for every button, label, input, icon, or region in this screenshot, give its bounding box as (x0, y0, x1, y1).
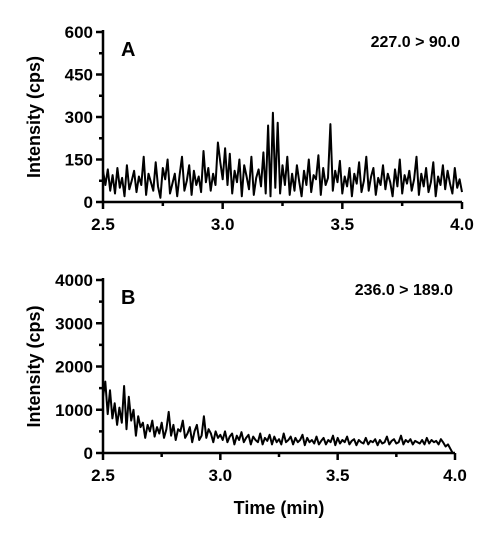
panel-a: 0 150 300 450 600 2.5 3.0 3.5 4.0 Intensity (cps)… (24, 23, 474, 234)
y-tick-label: 450 (65, 66, 93, 85)
transition-annotation: 236.0 > 189.0 (355, 282, 453, 299)
x-tick-label: 4.0 (443, 466, 467, 485)
y-tick-label: 4000 (55, 271, 93, 290)
y-tick-label: 300 (65, 108, 93, 127)
panel-b: 0 1000 2000 3000 4000 2.5 3.0 3.5 4.0 Intensity (… (24, 271, 467, 518)
panel-label: B (121, 287, 135, 309)
y-tick-label: 150 (65, 151, 93, 170)
y-axis-title: Intensity (cps) (24, 56, 44, 178)
y-tick-label: 0 (84, 444, 93, 463)
y-tick-label: 2000 (55, 358, 93, 377)
panel-label: A (121, 39, 135, 61)
transition-annotation: 227.0 > 90.0 (371, 34, 461, 51)
x-tick-label: 3.5 (326, 466, 350, 485)
x-tick-label: 3.0 (211, 215, 235, 234)
y-tick-label: 3000 (55, 314, 93, 333)
y-tick-label: 1000 (55, 401, 93, 420)
x-tick-label: 2.5 (91, 466, 115, 485)
x-tick-label: 3.0 (209, 466, 233, 485)
x-axis-title: Time (min) (234, 498, 325, 518)
x-tick-label: 4.0 (450, 215, 474, 234)
x-tick-label: 3.5 (331, 215, 355, 234)
intensity-series-line (102, 380, 454, 454)
x-tick-label: 2.5 (91, 215, 115, 234)
intensity-series-line (102, 111, 463, 199)
y-tick-label: 0 (84, 193, 93, 212)
y-axis-title: Intensity (cps) (24, 305, 44, 427)
y-tick-label: 600 (65, 23, 93, 42)
